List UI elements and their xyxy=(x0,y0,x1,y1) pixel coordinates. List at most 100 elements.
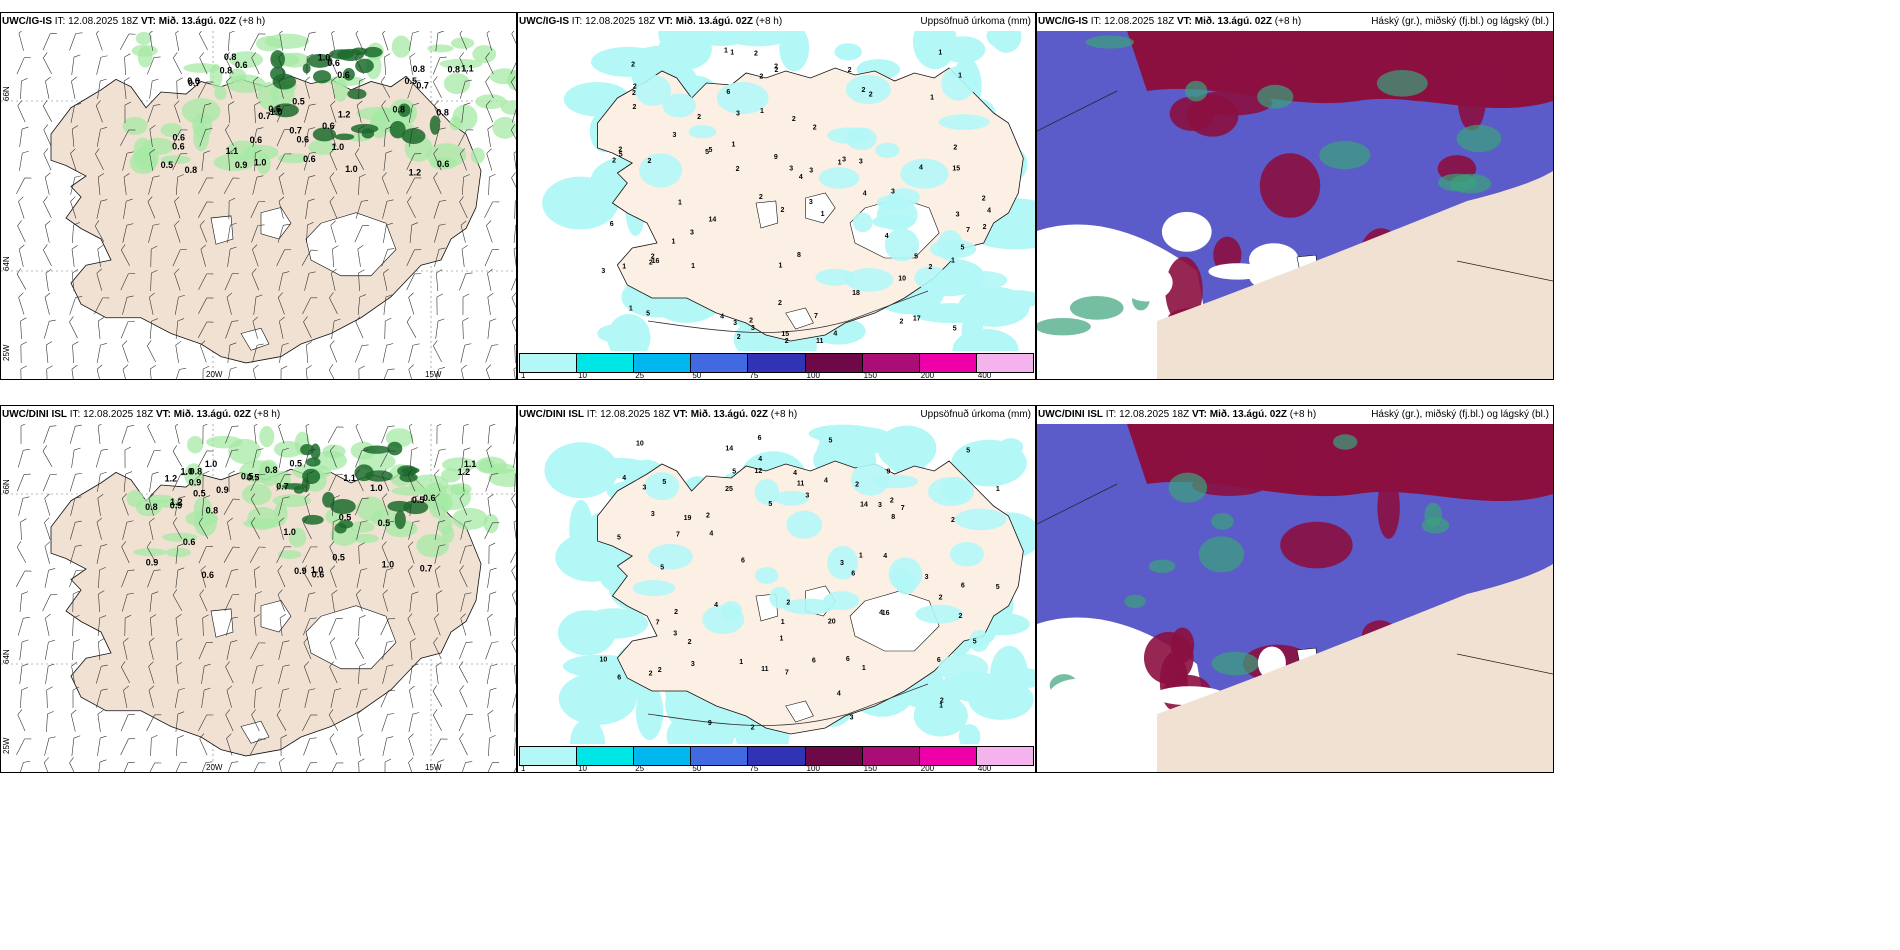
precip-blob-heavy xyxy=(397,103,411,117)
precip-blob-heavy xyxy=(330,498,356,515)
wind-barb xyxy=(354,637,364,659)
precip-value-label: 2 xyxy=(780,207,784,214)
wind-value-label: 0.6 xyxy=(337,70,350,80)
wind-barb xyxy=(123,471,133,492)
wind-barb xyxy=(356,709,363,732)
wind-barb xyxy=(72,222,80,243)
wind-barb xyxy=(329,733,338,756)
wind-barb xyxy=(329,148,338,171)
wind-barb xyxy=(250,493,261,515)
wind-barb xyxy=(407,80,421,99)
precip-value-label: 2 xyxy=(848,67,852,74)
precip-blob xyxy=(228,438,262,464)
wind-barb xyxy=(383,126,393,147)
precip-value-label: 4 xyxy=(720,313,724,320)
wind-barb xyxy=(458,714,473,732)
wind-barb xyxy=(484,762,500,772)
wind-barb xyxy=(71,269,79,291)
wind-barb xyxy=(358,615,366,637)
precip-value-label: 5 xyxy=(732,468,736,475)
wind-barb xyxy=(175,735,184,756)
wind-barb xyxy=(487,424,497,444)
wind-barb xyxy=(172,474,188,492)
wind-barb xyxy=(381,172,389,195)
wind-barb xyxy=(43,124,52,147)
wind-barb xyxy=(435,31,445,51)
precip-value-label: 1 xyxy=(629,305,633,312)
precip-value-label: 1 xyxy=(939,702,943,709)
wind-barb xyxy=(96,268,103,291)
precip-value-label: 2 xyxy=(785,338,789,345)
precip-area xyxy=(779,31,810,72)
colorbar-tick-label: 100 xyxy=(806,764,820,773)
wind-barb xyxy=(356,568,368,588)
precip-value-label: 4 xyxy=(799,174,803,181)
wind-barb xyxy=(409,638,416,660)
wind-barb xyxy=(120,661,130,683)
colorbar-tick-label: 400 xyxy=(977,371,992,380)
precip-area xyxy=(850,463,890,496)
precip-area xyxy=(952,328,1019,351)
wind-barb xyxy=(121,425,135,444)
wind-value-label: 0.5 xyxy=(339,513,352,523)
wind-barb xyxy=(278,688,290,708)
precip-value-label: 8 xyxy=(797,252,801,259)
wind-barb xyxy=(382,343,394,363)
wind-barb xyxy=(303,151,317,171)
colorbar-tick-label: 100 xyxy=(806,371,820,380)
precip-value-label: 3 xyxy=(840,560,844,567)
precip-value-label: 2 xyxy=(649,670,653,677)
precip-blob xyxy=(183,63,220,73)
precip-blob xyxy=(277,550,302,559)
precip-area xyxy=(662,93,696,118)
wind-value-label: 0.9 xyxy=(235,160,248,170)
precip-blob xyxy=(214,85,227,101)
precip-area xyxy=(542,176,619,230)
wind-barb xyxy=(279,342,289,363)
precip-value-label: 11 xyxy=(797,480,805,487)
glacier xyxy=(305,212,397,277)
wind-barb xyxy=(198,450,214,467)
wind-barb xyxy=(227,366,237,379)
mid-cloud-patch xyxy=(1165,256,1203,325)
wind-barb xyxy=(382,199,394,219)
wind-barb xyxy=(43,52,52,74)
precip-value-label: 5 xyxy=(660,565,664,572)
wind-barb xyxy=(510,273,516,291)
wind-value-label: 0.5 xyxy=(241,471,254,481)
wind-barb xyxy=(382,567,393,588)
wind-value-label: 0.8 xyxy=(185,165,198,175)
high-cloud-patch xyxy=(1319,140,1371,170)
precip-value-label: 2 xyxy=(759,194,763,201)
wind-barb xyxy=(148,175,160,195)
precip-area xyxy=(845,268,894,292)
wind-barb xyxy=(20,687,28,708)
precip-value-label: 2 xyxy=(632,104,636,111)
wind-barb xyxy=(45,76,51,99)
precip-blob xyxy=(181,98,221,125)
precip-area xyxy=(938,114,990,130)
wind-barb xyxy=(223,498,240,515)
wind-barb xyxy=(304,271,316,291)
wind-barb xyxy=(409,591,419,612)
precip-area xyxy=(942,476,970,503)
wind-barb xyxy=(278,424,285,444)
wind-barb xyxy=(382,736,394,756)
wind-barb xyxy=(44,736,56,756)
wind-barb xyxy=(382,493,389,516)
wind-barb xyxy=(224,594,240,612)
precip-value-label: 5 xyxy=(973,639,977,646)
colorbar-swatch: 100 xyxy=(804,746,862,772)
wind-barb xyxy=(228,31,236,51)
wind-barb xyxy=(485,52,494,75)
precip-blob-heavy xyxy=(355,58,374,74)
colorbar-swatch: 10 xyxy=(576,353,634,379)
precip-blob-heavy xyxy=(394,510,406,530)
wind-barb xyxy=(511,316,516,339)
wind-barb xyxy=(176,638,183,661)
wind-value-label: 0.8 xyxy=(220,66,233,76)
precip-area xyxy=(815,268,856,286)
precip-value-label: 4 xyxy=(879,609,883,616)
wind-barb xyxy=(408,424,415,444)
wind-barb xyxy=(16,738,32,756)
